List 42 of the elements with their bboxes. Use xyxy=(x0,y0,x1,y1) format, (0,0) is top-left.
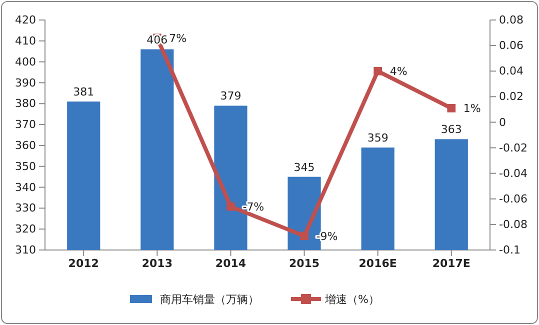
y-tick-label: 400 xyxy=(15,55,36,68)
y2-tick-label: -0.04 xyxy=(499,166,528,180)
y2-tick-label: -0.06 xyxy=(499,192,528,206)
data-label: 381 xyxy=(73,86,94,99)
y2-tick-label: 0 xyxy=(499,116,506,129)
data-label: 7% xyxy=(169,32,187,45)
y2-tick-label: 0.02 xyxy=(499,90,524,104)
y2-tick-label: 0.08 xyxy=(499,14,524,27)
x-tick-label: 2014 xyxy=(215,256,246,270)
y-tick-label: 370 xyxy=(15,118,36,132)
point xyxy=(374,66,382,76)
y-tick-label: 360 xyxy=(15,138,36,152)
y-tick-label: 410 xyxy=(15,34,36,48)
data-label: 363 xyxy=(440,123,462,136)
legend-label: 增速（%） xyxy=(324,293,380,306)
y2-tick-label: 0.04 xyxy=(499,64,524,78)
y2-tick-label: -0.1 xyxy=(499,244,520,257)
y-tick-label: 380 xyxy=(15,97,36,110)
data-label: 379 xyxy=(220,90,242,103)
y2-tick-label: 0.06 xyxy=(499,39,524,52)
x-tick-label: 2013 xyxy=(142,256,172,270)
data-label: 345 xyxy=(294,160,315,174)
x-tick-label: 2012 xyxy=(68,256,99,270)
data-label: 359 xyxy=(367,132,388,145)
y2-tick-label: -0.02 xyxy=(499,141,528,154)
point xyxy=(300,232,308,240)
y-tick-label: 340 xyxy=(15,180,36,194)
y-tick-label: 420 xyxy=(15,14,36,27)
point xyxy=(447,104,456,112)
x-tick-label: 2015 xyxy=(288,256,320,270)
legend-label: 商用车销量（万辆） xyxy=(160,293,259,306)
y-tick-label: 390 xyxy=(15,76,36,90)
point xyxy=(226,202,235,211)
data-label: 4% xyxy=(390,65,408,78)
y-tick-label: 310 xyxy=(15,244,36,257)
y-tick-label: 320 xyxy=(15,222,36,236)
y-tick-label: 330 xyxy=(15,202,36,215)
y2-tick-label: -0.08 xyxy=(499,218,528,231)
x-tick-label: 2016E xyxy=(358,256,397,270)
x-tick-label: 2017E xyxy=(432,256,470,270)
data-label: 1% xyxy=(463,102,481,116)
y-tick-label: 350 xyxy=(15,160,36,173)
